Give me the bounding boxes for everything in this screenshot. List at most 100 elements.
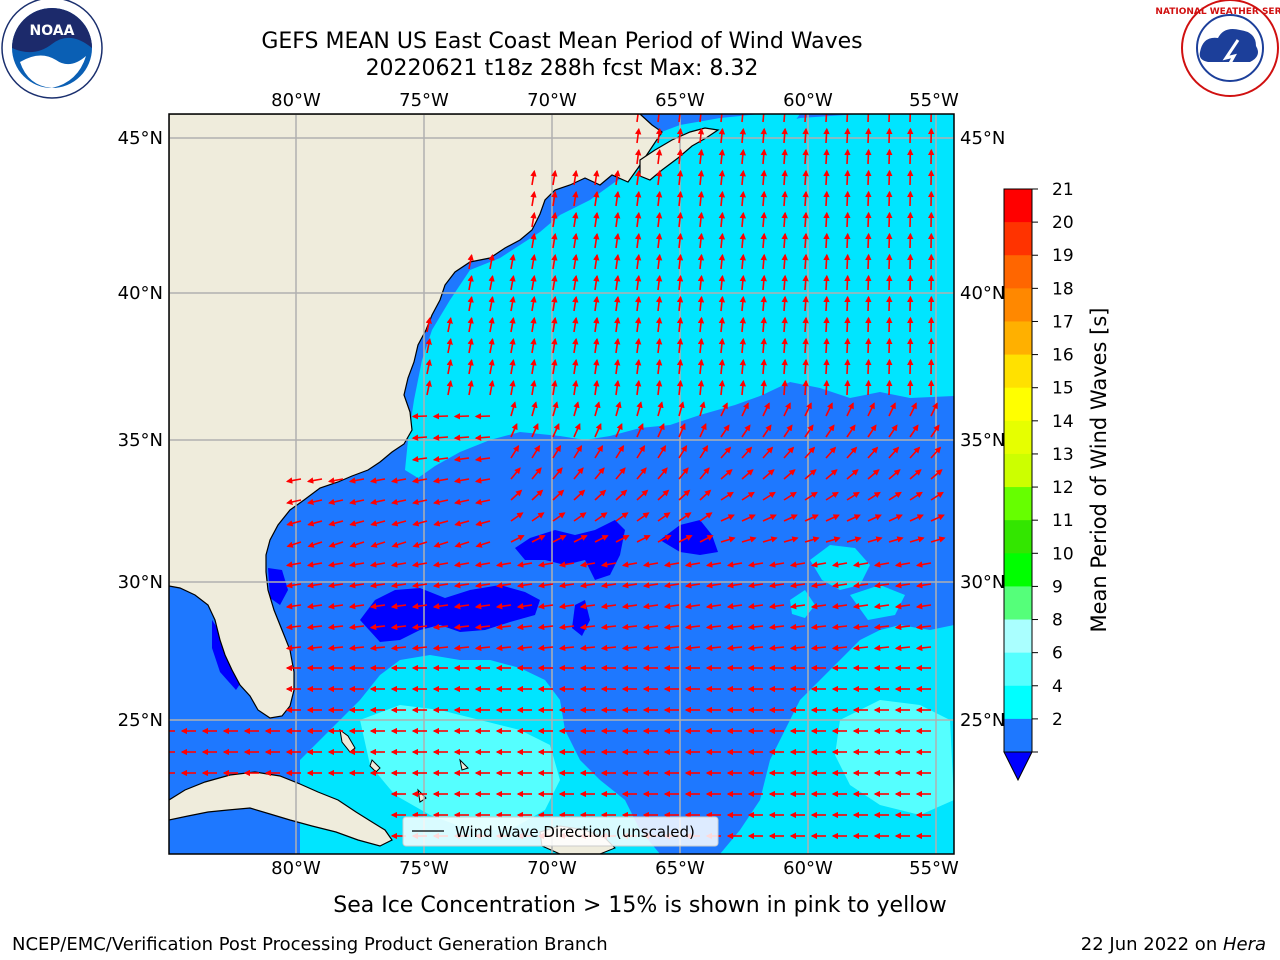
wind-arrow bbox=[594, 401, 601, 417]
colorbar-segment bbox=[1004, 288, 1032, 322]
wind-arrow bbox=[593, 379, 600, 396]
wind-arrow bbox=[783, 114, 786, 123]
lon-label-bottom: 75°W bbox=[399, 858, 449, 879]
lon-label-top: 65°W bbox=[655, 90, 705, 111]
wind-arrow bbox=[495, 603, 512, 610]
wind-arrow bbox=[762, 469, 775, 480]
wind-arrow bbox=[488, 316, 495, 333]
wind-arrow bbox=[615, 467, 626, 480]
wind-arrow bbox=[425, 359, 432, 375]
wind-arrow bbox=[741, 469, 754, 480]
wind-arrow bbox=[327, 582, 344, 589]
wind-arrow bbox=[432, 603, 449, 610]
wind-arrow bbox=[739, 127, 747, 144]
wind-arrow bbox=[781, 316, 788, 333]
noaa-logo-text: NOAA bbox=[30, 23, 75, 39]
wind-arrow bbox=[762, 114, 765, 123]
wind-arrow bbox=[718, 169, 726, 186]
wind-arrow bbox=[349, 541, 365, 548]
wind-arrow bbox=[720, 469, 733, 480]
wind-arrow bbox=[831, 644, 848, 652]
wind-arrow bbox=[432, 477, 449, 484]
wind-arrow bbox=[802, 148, 809, 165]
wind-arrow bbox=[655, 316, 663, 333]
wind-arrow bbox=[852, 623, 869, 631]
wind-arrow bbox=[676, 274, 684, 291]
wind-arrow bbox=[593, 295, 600, 312]
wind-arrow bbox=[762, 402, 770, 417]
wind-arrow bbox=[432, 413, 449, 420]
wind-arrow bbox=[615, 512, 629, 522]
wind-arrow bbox=[676, 232, 684, 249]
wind-arrow bbox=[720, 514, 735, 522]
wind-arrow bbox=[509, 316, 516, 333]
wind-arrow bbox=[739, 379, 747, 396]
wind-arrow bbox=[572, 379, 579, 396]
wind-arrow bbox=[530, 169, 537, 186]
wind-arrow bbox=[615, 401, 622, 417]
colorbar-label: Mean Period of Wind Waves [s] bbox=[1087, 308, 1111, 633]
wind-arrow bbox=[306, 477, 323, 484]
wind-arrow bbox=[453, 603, 470, 610]
wind-arrow bbox=[663, 623, 680, 631]
wind-arrow bbox=[411, 582, 428, 589]
wind-arrow bbox=[572, 211, 579, 228]
wind-arrow bbox=[825, 491, 839, 501]
wind-arrow bbox=[684, 603, 701, 610]
wind-arrow bbox=[328, 520, 344, 527]
wind-arrow bbox=[831, 561, 848, 568]
colorbar-segment bbox=[1004, 652, 1032, 687]
wind-arrow bbox=[467, 379, 474, 396]
wind-arrow bbox=[642, 603, 659, 610]
colorbar-segment bbox=[1004, 453, 1032, 488]
wind-arrow bbox=[636, 401, 643, 417]
wind-arrow bbox=[573, 445, 583, 459]
wind-arrow bbox=[762, 491, 776, 501]
wind-arrow bbox=[370, 541, 386, 548]
wind-arrow bbox=[531, 467, 542, 480]
wind-arrow bbox=[760, 127, 767, 144]
wind-arrow bbox=[894, 561, 911, 568]
wind-arrow bbox=[697, 253, 705, 270]
wind-arrow bbox=[678, 512, 692, 522]
wind-arrow bbox=[726, 561, 743, 568]
wind-arrow bbox=[621, 561, 638, 568]
wind-arrow bbox=[886, 274, 893, 291]
wind-arrow bbox=[600, 603, 617, 610]
wind-arrow bbox=[676, 295, 684, 312]
wind-arrow bbox=[781, 232, 788, 249]
wind-arrow bbox=[739, 211, 747, 228]
wind-arrow bbox=[802, 274, 809, 291]
wind-arrow bbox=[697, 127, 705, 144]
wind-arrow bbox=[747, 623, 764, 631]
wind-arrow bbox=[762, 446, 774, 459]
wind-arrow bbox=[642, 561, 659, 568]
colorbar-segment bbox=[1004, 420, 1032, 455]
wind-arrow bbox=[390, 603, 407, 610]
wind-arrow bbox=[718, 211, 726, 228]
wind-arrow bbox=[760, 190, 767, 207]
wind-arrow bbox=[453, 644, 470, 652]
wind-arrow bbox=[699, 512, 713, 522]
wind-arrow bbox=[593, 232, 600, 249]
wind-arrow bbox=[552, 423, 560, 438]
wind-arrow bbox=[676, 211, 684, 228]
wind-arrow bbox=[760, 295, 767, 312]
wind-arrow bbox=[454, 520, 470, 527]
wind-arrow bbox=[846, 536, 862, 543]
lon-label-top: 70°W bbox=[527, 90, 577, 111]
wind-arrow bbox=[488, 295, 495, 312]
wind-arrow bbox=[825, 402, 833, 417]
wind-arrow bbox=[886, 211, 893, 228]
wind-arrow bbox=[594, 423, 602, 438]
wind-arrow bbox=[390, 477, 407, 484]
wind-arrow bbox=[915, 623, 932, 631]
wind-arrow bbox=[370, 498, 386, 506]
wind-arrow bbox=[846, 469, 859, 480]
wind-arrow bbox=[634, 169, 642, 186]
wind-arrow bbox=[614, 379, 621, 396]
wind-arrow bbox=[636, 114, 639, 123]
wind-arrow bbox=[467, 358, 474, 375]
wind-arrow bbox=[867, 446, 879, 459]
wind-arrow bbox=[474, 561, 491, 568]
